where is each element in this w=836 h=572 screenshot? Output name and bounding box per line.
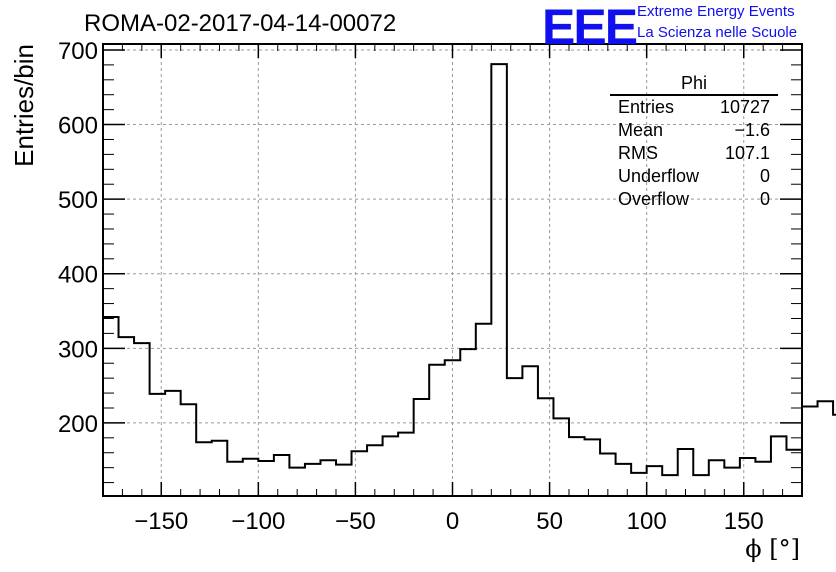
y-tick-label: 200: [58, 411, 98, 438]
stats-row: Mean −1.6: [610, 119, 778, 142]
logo-line-2: La Scienza nelle Scuole: [637, 24, 798, 41]
eee-logo: EEE: [542, 0, 638, 55]
y-tick-label: 600: [58, 113, 98, 140]
run-title: ROMA-02-2017-04-14-00072: [84, 10, 397, 37]
y-tick-label: 300: [58, 336, 98, 363]
axis-ticks: [102, 44, 803, 496]
stats-label: Overflow: [618, 189, 690, 209]
stats-value: 107.1: [724, 143, 770, 163]
x-axis-title: ϕ [°]: [745, 535, 800, 563]
stats-value: −1.6: [734, 120, 770, 140]
y-axis-title: Entries/bin: [9, 44, 39, 167]
logo-line-1: Extreme Energy Events: [637, 3, 795, 20]
stats-rows: Entries 10727 Mean −1.6 RMS 107.1 Underflow 0 Ov…: [610, 96, 778, 211]
x-tick-labels: −150 −100 −50 0 50 100 150: [134, 508, 764, 535]
stats-label: Entries: [618, 97, 675, 117]
stats-label: RMS: [618, 143, 658, 163]
x-tick-label: −50: [335, 508, 376, 535]
stats-value: 10727: [719, 97, 770, 117]
stats-value: 0: [759, 189, 770, 209]
y-tick-label: 400: [58, 262, 98, 289]
stats-label: Mean: [618, 120, 664, 140]
stats-row: RMS 107.1: [610, 142, 778, 165]
x-tick-label: 0: [446, 508, 459, 535]
x-tick-label: −150: [134, 508, 188, 535]
y-tick-label: 700: [58, 38, 98, 65]
y-tick-label: 500: [58, 187, 98, 214]
stats-value: 0: [759, 166, 770, 186]
stats-label: Underflow: [618, 166, 700, 186]
x-tick-label: 150: [724, 508, 764, 535]
y-tick-labels: 200 300 400 500 600 700: [58, 38, 98, 438]
x-tick-label: 50: [536, 508, 563, 535]
x-tick-label: 100: [627, 508, 667, 535]
x-tick-label: −100: [231, 508, 285, 535]
stats-row: Overflow 0: [610, 188, 778, 211]
stats-row: Underflow 0: [610, 165, 778, 188]
stats-row: Entries 10727: [610, 96, 778, 119]
histogram-series: [103, 63, 836, 477]
stats-box: Phi Entries 10727 Mean −1.6 RMS 107.1 Underflo…: [610, 72, 778, 211]
stats-box-title: Phi: [610, 72, 778, 96]
